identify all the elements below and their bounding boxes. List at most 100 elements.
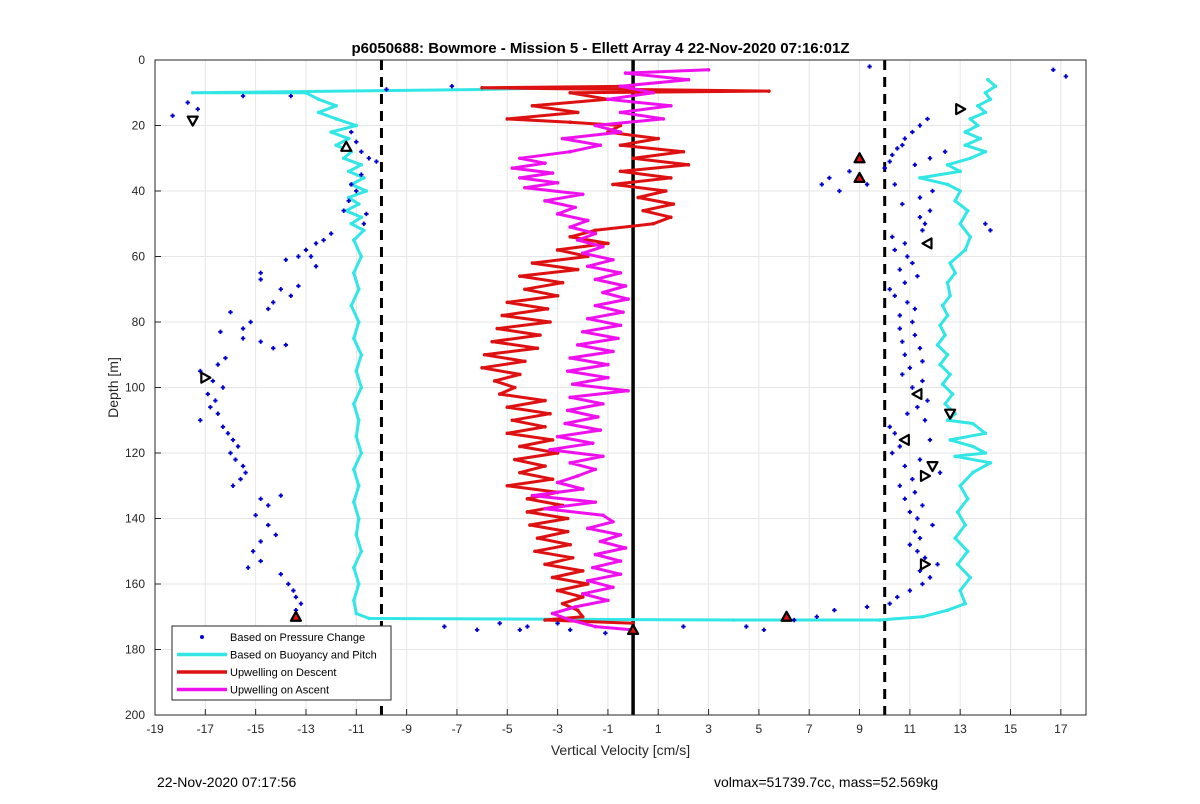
data-point bbox=[364, 189, 369, 193]
data-point bbox=[912, 490, 918, 495]
data-point bbox=[354, 123, 359, 128]
data-point bbox=[555, 294, 560, 298]
data-point bbox=[518, 444, 522, 449]
data-point bbox=[505, 483, 510, 488]
data-point bbox=[641, 208, 645, 213]
data-point bbox=[955, 562, 960, 567]
data-point bbox=[920, 614, 925, 619]
data-point bbox=[505, 300, 510, 305]
data-point bbox=[877, 618, 882, 622]
data-point bbox=[258, 339, 263, 344]
data-point bbox=[887, 424, 892, 429]
data-point bbox=[958, 221, 962, 226]
data-point bbox=[963, 601, 968, 606]
data-point bbox=[968, 575, 973, 580]
y-tick-label: 40 bbox=[132, 184, 146, 198]
data-point bbox=[902, 280, 908, 285]
data-point bbox=[518, 156, 522, 161]
data-point bbox=[545, 307, 550, 311]
data-point bbox=[308, 254, 314, 259]
data-point bbox=[606, 375, 610, 380]
data-point bbox=[603, 630, 608, 636]
data-point bbox=[910, 319, 915, 325]
data-point bbox=[349, 221, 354, 226]
data-point bbox=[948, 372, 952, 377]
data-point bbox=[920, 378, 925, 384]
data-point bbox=[917, 535, 923, 541]
data-point bbox=[253, 513, 258, 518]
data-point bbox=[291, 588, 296, 593]
data-point bbox=[580, 487, 585, 491]
data-point bbox=[568, 90, 572, 95]
data-point bbox=[943, 333, 947, 337]
data-point bbox=[983, 149, 988, 154]
data-point bbox=[555, 181, 560, 185]
data-point bbox=[550, 611, 555, 616]
data-point bbox=[243, 470, 248, 475]
data-point bbox=[970, 470, 975, 475]
data-point bbox=[902, 463, 908, 469]
data-point bbox=[288, 93, 294, 99]
data-point bbox=[927, 208, 933, 213]
data-point bbox=[500, 313, 505, 318]
data-point bbox=[920, 228, 925, 233]
data-point bbox=[938, 362, 942, 367]
data-point bbox=[273, 532, 278, 538]
data-point bbox=[912, 162, 918, 167]
data-point bbox=[293, 594, 299, 600]
data-point bbox=[313, 264, 319, 269]
series-line bbox=[510, 68, 709, 632]
data-point bbox=[538, 333, 542, 337]
data-point bbox=[215, 362, 221, 367]
data-point bbox=[623, 71, 628, 75]
data-point bbox=[233, 457, 238, 462]
data-point bbox=[927, 437, 933, 443]
data-point bbox=[505, 431, 510, 436]
data-point bbox=[593, 500, 598, 504]
y-tick-label: 140 bbox=[125, 512, 145, 526]
x-tick-label: -19 bbox=[146, 722, 164, 736]
data-point bbox=[530, 261, 535, 265]
y-tick-label: 160 bbox=[125, 577, 145, 591]
data-point bbox=[341, 156, 346, 161]
triangle-marker bbox=[944, 408, 957, 420]
data-point bbox=[918, 176, 922, 180]
data-point bbox=[621, 310, 625, 314]
data-point bbox=[240, 326, 246, 331]
y-tick-label: 60 bbox=[132, 250, 146, 264]
data-point bbox=[357, 320, 361, 324]
data-point bbox=[575, 343, 580, 347]
data-point bbox=[185, 100, 190, 105]
data-point bbox=[993, 84, 998, 88]
data-point bbox=[555, 434, 560, 439]
data-point bbox=[945, 608, 950, 612]
data-point bbox=[359, 149, 364, 154]
data-point bbox=[591, 441, 595, 445]
data-point bbox=[235, 444, 241, 449]
data-point bbox=[945, 313, 950, 318]
data-point bbox=[580, 592, 585, 596]
data-point bbox=[303, 247, 309, 253]
data-point bbox=[965, 549, 970, 554]
data-point bbox=[930, 522, 935, 528]
data-point bbox=[568, 461, 572, 465]
data-point bbox=[568, 120, 572, 125]
axis-ticks: -19 -17 -15 -13 -11 -9 -7 -5 -3 -1 1 3 5 7 9 11 13 15 1702… bbox=[125, 53, 1068, 736]
legend-box bbox=[171, 625, 392, 701]
data-point bbox=[580, 595, 585, 599]
data-point bbox=[266, 522, 271, 528]
data-point bbox=[917, 195, 923, 200]
data-point bbox=[258, 558, 263, 564]
data-point bbox=[195, 106, 200, 112]
triangle-marker bbox=[921, 237, 933, 250]
data-point bbox=[245, 565, 251, 570]
data-point bbox=[837, 188, 842, 194]
data-point bbox=[490, 339, 494, 344]
data-point bbox=[920, 581, 925, 587]
data-point bbox=[791, 617, 797, 623]
data-point bbox=[510, 166, 515, 170]
x-tick-label: 17 bbox=[1054, 722, 1068, 736]
y-axis-label: Depth [m] bbox=[105, 357, 121, 418]
series-red-triangle-markers bbox=[289, 152, 866, 635]
data-point bbox=[945, 163, 950, 167]
